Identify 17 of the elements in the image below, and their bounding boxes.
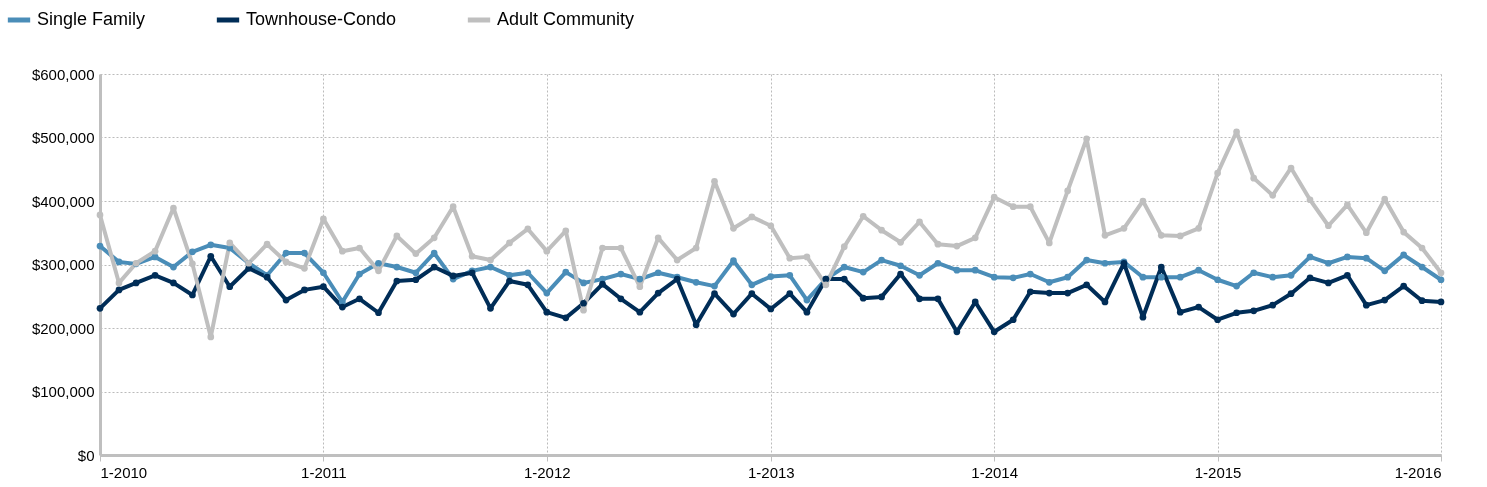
x-tick-label: 1-2015 <box>1194 463 1242 481</box>
y-tick-label: $0 <box>77 446 95 464</box>
legend-label: Single Family <box>37 9 146 29</box>
y-tick-label: $100,000 <box>31 383 95 400</box>
x-tick-label: 1-2016 <box>1394 463 1442 481</box>
x-tick-label: 1-2011 <box>301 463 347 481</box>
legend-label: Townhouse-Condo <box>246 9 397 29</box>
y-tick-label: $600,000 <box>31 65 95 83</box>
legend-label: Adult Community <box>497 9 635 29</box>
x-tick-label: 1-2014 <box>971 463 1019 481</box>
x-tick-label: 1-2012 <box>523 463 571 481</box>
x-tick-label: 1-2013 <box>747 463 795 481</box>
x-tick-label: 1-2010 <box>100 463 148 481</box>
y-tick-label: $200,000 <box>31 319 95 337</box>
y-tick-label: $400,000 <box>31 192 95 210</box>
y-tick-label: $300,000 <box>31 256 95 273</box>
y-tick-label: $500,000 <box>31 129 95 146</box>
